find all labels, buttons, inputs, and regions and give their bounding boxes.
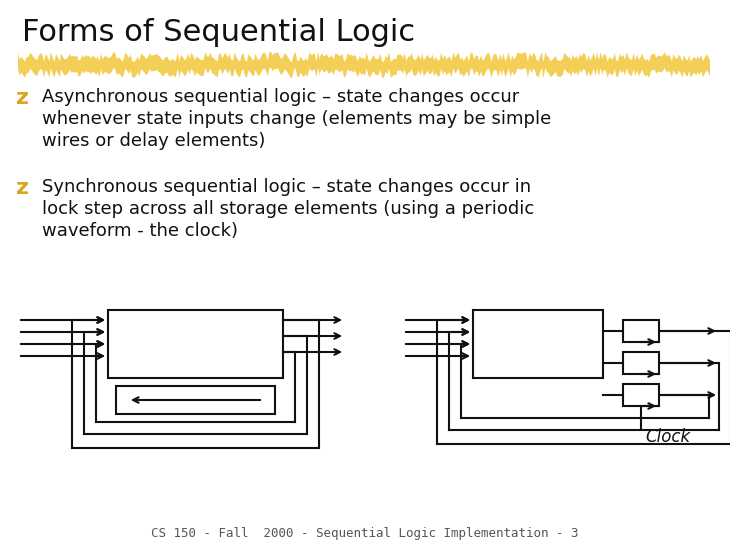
Text: Asynchronous sequential logic – state changes occur: Asynchronous sequential logic – state ch… — [42, 88, 519, 106]
Text: Synchronous sequential logic – state changes occur in: Synchronous sequential logic – state cha… — [42, 178, 531, 196]
Bar — [623, 320, 659, 342]
Text: whenever state inputs change (elements may be simple: whenever state inputs change (elements m… — [42, 110, 551, 128]
Bar — [623, 384, 659, 406]
Bar — [623, 352, 659, 374]
Text: wires or delay elements): wires or delay elements) — [42, 132, 266, 150]
Bar — [108, 310, 283, 378]
Text: waveform - the clock): waveform - the clock) — [42, 222, 238, 240]
Bar — [116, 386, 275, 414]
Polygon shape — [18, 52, 710, 78]
Bar — [473, 310, 603, 378]
Text: Forms of Sequential Logic: Forms of Sequential Logic — [22, 18, 415, 47]
Text: z: z — [16, 178, 29, 198]
Text: z: z — [16, 88, 29, 108]
Text: lock step across all storage elements (using a periodic: lock step across all storage elements (u… — [42, 200, 534, 218]
Text: Clock: Clock — [645, 428, 690, 446]
Text: CS 150 - Fall  2000 - Sequential Logic Implementation - 3: CS 150 - Fall 2000 - Sequential Logic Im… — [151, 527, 579, 540]
